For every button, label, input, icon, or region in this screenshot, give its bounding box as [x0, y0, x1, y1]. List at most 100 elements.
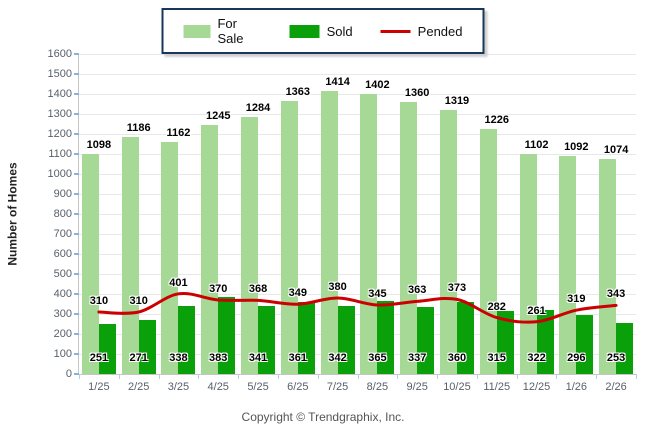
for-sale-value-label: 1102	[524, 138, 549, 151]
y-tick-mark	[74, 153, 79, 155]
category-group: 1186 271 2/25	[119, 54, 159, 393]
for-sale-value-label: 1402	[365, 78, 390, 91]
pended-value-label: 373	[447, 282, 467, 295]
y-tick-mark	[74, 173, 79, 175]
x-tick-mark	[198, 374, 200, 379]
bar-sold	[98, 323, 116, 374]
y-tick-mark	[74, 273, 79, 275]
category-group: 1102 322 12/25	[517, 54, 557, 393]
sold-value-label: 253	[606, 352, 626, 364]
y-tick-label: 400	[53, 288, 72, 300]
y-axis-title: Number of Homes	[2, 54, 24, 374]
y-tick-mark	[74, 253, 79, 255]
y-tick-mark	[74, 73, 79, 75]
x-axis-label: 11/25	[483, 381, 511, 393]
y-tick-label: 1200	[47, 128, 72, 140]
y-tick-label: 600	[53, 248, 72, 260]
for-sale-value-label: 1092	[564, 140, 589, 153]
sold-value-label: 361	[288, 352, 307, 364]
bar-for-sale	[241, 117, 259, 374]
y-tick-mark	[74, 93, 79, 95]
bar-sold	[496, 311, 514, 374]
bar-for-sale	[121, 136, 139, 374]
bar-sold	[616, 323, 634, 374]
y-tick-label: 300	[53, 308, 72, 320]
legend-item-for-sale: For Sale	[183, 16, 262, 46]
gridline	[79, 233, 636, 235]
bar-for-sale	[81, 154, 99, 374]
y-axis-title-text: Number of Homes	[6, 162, 21, 266]
y-tick-label: 0	[65, 368, 72, 380]
x-tick-mark	[158, 374, 160, 379]
for-sale-value-label: 1074	[603, 144, 629, 157]
sold-value-label: 338	[169, 352, 188, 364]
for-sale-value-label: 1319	[444, 95, 470, 108]
category-group: 1092 296 1/26	[556, 54, 596, 393]
legend-label-pended: Pended	[417, 23, 463, 39]
legend-item-pended: Pended	[380, 23, 463, 39]
gridline	[79, 213, 636, 215]
x-axis-label: 4/25	[207, 381, 229, 393]
for-sale-value-label: 1245	[205, 110, 231, 122]
x-tick-mark	[317, 374, 319, 379]
x-tick-mark	[437, 374, 439, 379]
for-sale-value-label: 1162	[166, 126, 191, 139]
x-tick-mark	[118, 374, 120, 379]
y-tick-mark	[74, 353, 79, 355]
sold-swatch-icon	[289, 24, 320, 38]
pended-value-label: 401	[169, 276, 188, 289]
sold-value-label: 383	[209, 352, 228, 364]
x-axis-label: 6/25	[287, 381, 309, 393]
for-sale-value-label: 1360	[404, 87, 430, 99]
x-axis-label: 2/26	[605, 381, 627, 393]
y-tick-label: 100	[53, 348, 72, 360]
category-group: 1284 341 5/25	[238, 54, 278, 393]
y-tick-label: 1500	[47, 68, 72, 80]
gridline	[79, 353, 636, 355]
pended-value-label: 380	[328, 281, 347, 293]
y-tick-mark	[74, 293, 79, 295]
sold-value-label: 342	[328, 352, 347, 364]
for-sale-value-label: 1098	[86, 139, 112, 152]
x-tick-mark	[277, 374, 279, 379]
for-sale-value-label: 1363	[285, 86, 311, 99]
sold-value-label: 337	[407, 352, 427, 364]
y-tick-mark	[74, 333, 79, 335]
gridline	[79, 53, 636, 55]
gridline	[79, 253, 636, 255]
legend: For Sale Sold Pended	[161, 8, 485, 54]
sold-value-label: 360	[447, 352, 467, 364]
copyright-text: Copyright © Trendgraphix, Inc.	[241, 410, 405, 424]
x-axis-label: 7/25	[326, 381, 349, 393]
y-tick-mark	[74, 313, 79, 315]
category-group: 1414 342 7/25	[318, 54, 358, 393]
gridline	[79, 133, 636, 135]
x-tick-mark	[516, 374, 518, 379]
pended-value-label: 261	[527, 304, 546, 317]
bar-for-sale	[161, 141, 179, 374]
gridline	[79, 93, 636, 95]
bar-for-sale	[280, 101, 298, 374]
for-sale-value-label: 1284	[245, 102, 271, 115]
category-group: 1162 338 3/25	[159, 54, 199, 393]
x-tick-mark	[476, 374, 478, 379]
sold-value-label: 271	[129, 352, 148, 364]
x-tick-mark	[556, 374, 558, 379]
x-tick-mark	[636, 374, 637, 379]
legend-label-for-sale: For Sale	[217, 16, 244, 46]
category-group: 1226 315 11/25	[477, 54, 517, 393]
y-tick-label: 700	[53, 228, 72, 240]
y-tick-mark	[74, 373, 79, 375]
bar-for-sale	[360, 93, 378, 374]
gridline	[79, 173, 636, 175]
sold-value-label: 315	[487, 352, 506, 364]
sold-value-label: 296	[567, 352, 586, 364]
y-tick-label: 1600	[47, 48, 72, 60]
bar-for-sale	[201, 125, 219, 374]
y-tick-label: 1100	[48, 148, 72, 160]
y-tick-mark	[74, 113, 79, 115]
x-tick-mark	[238, 374, 240, 379]
bar-sold	[536, 309, 554, 374]
plot-area: 1098 251 1/25 1186 271 2/25 1162 338 3/25 1245 383…	[74, 53, 637, 393]
